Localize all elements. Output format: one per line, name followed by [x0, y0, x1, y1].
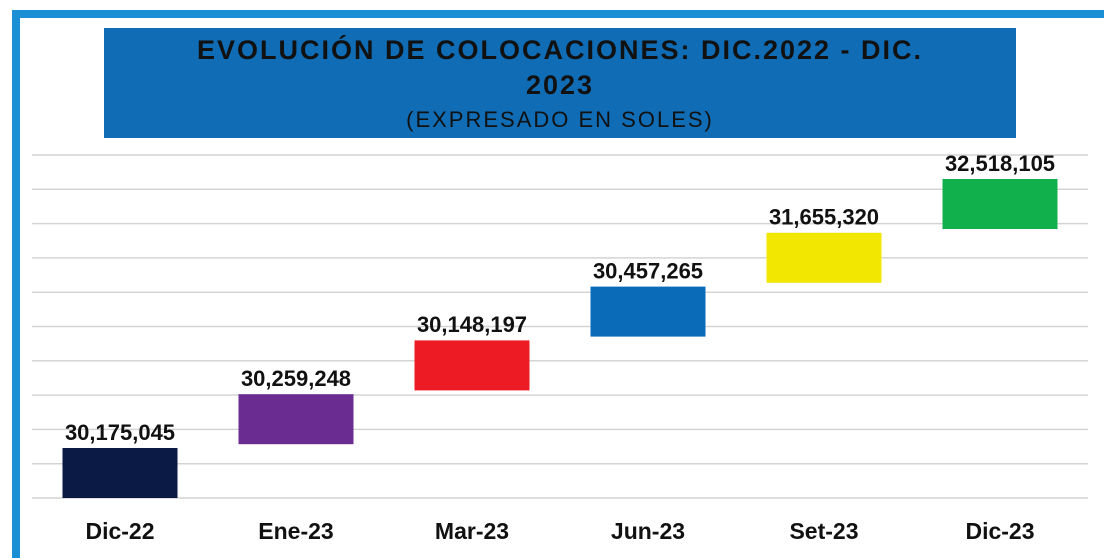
value-label: 30,457,265: [593, 258, 703, 283]
value-label: 32,518,105: [945, 151, 1055, 176]
value-label: 30,259,248: [241, 366, 351, 391]
chart-subtitle: (EXPRESADO EN SOLES): [406, 107, 714, 132]
frame-left: [12, 10, 20, 558]
x-tick-label: Set-23: [789, 518, 858, 544]
bar: [590, 286, 706, 337]
x-tick-label: Jun-23: [611, 518, 685, 544]
bar: [766, 232, 882, 283]
x-tick-label: Dic-22: [85, 518, 154, 544]
x-tick-label: Ene-23: [258, 518, 333, 544]
title-box: [104, 28, 1016, 138]
grid: [32, 154, 1088, 499]
value-label: 30,148,197: [417, 312, 527, 337]
frame-top: [12, 10, 1104, 18]
x-tick-label: Mar-23: [435, 518, 509, 544]
value-label: 30,175,045: [65, 420, 175, 445]
value-label: 31,655,320: [769, 205, 879, 230]
x-tick-label: Dic-23: [965, 518, 1034, 544]
chart-title: EVOLUCIÓN DE COLOCACIONES: DIC.2022 - DI…: [197, 34, 923, 65]
bar: [414, 340, 530, 391]
chart-title-line2: 2023: [526, 70, 594, 100]
bar: [942, 179, 1058, 229]
bar: [62, 448, 178, 498]
bar: [238, 394, 354, 445]
